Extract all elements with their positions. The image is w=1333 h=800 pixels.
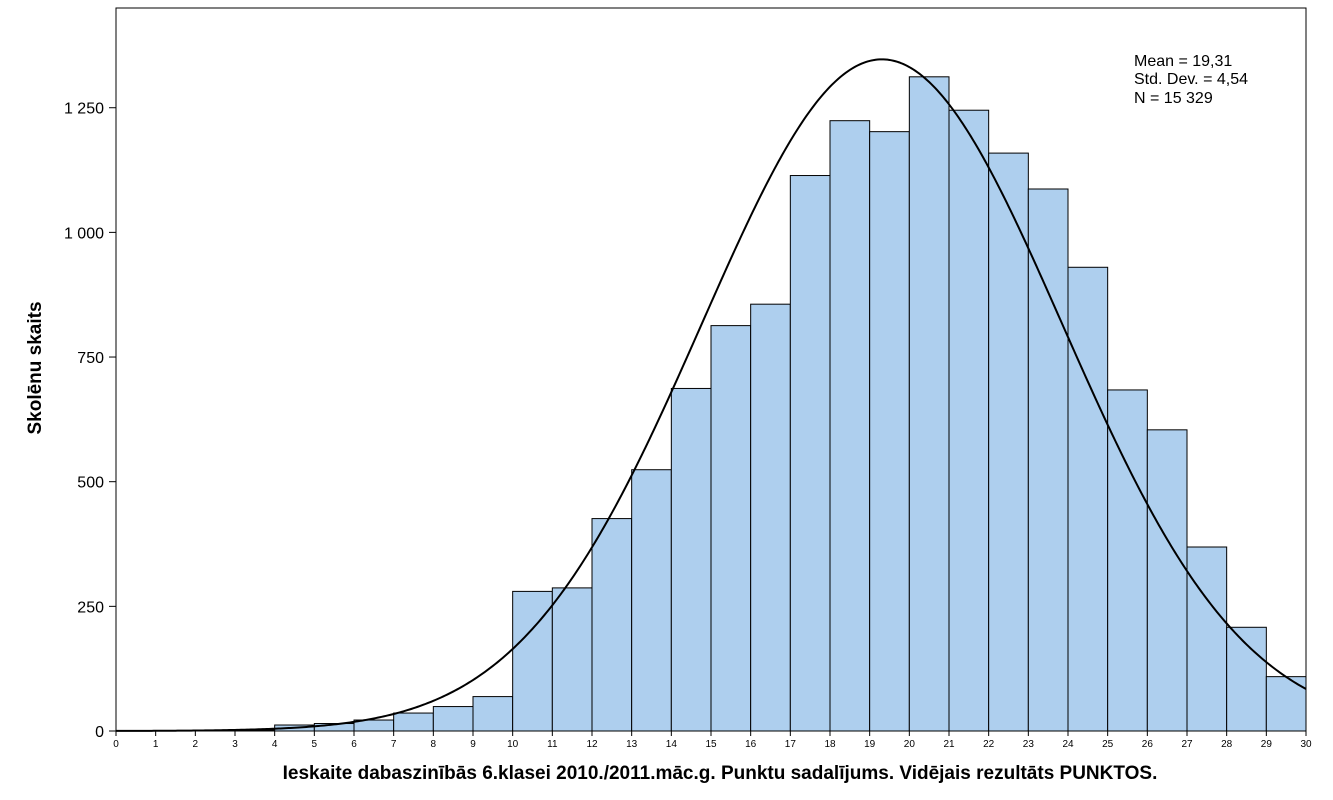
x-tick-label: 0	[113, 739, 119, 750]
x-tick-label: 11	[547, 739, 558, 750]
histogram-bar-23	[1027, 188, 1069, 732]
histogram-bar-27	[1186, 546, 1228, 732]
x-axis-label: Ieskaite dabaszinībās 6.klasei 2010./201…	[283, 763, 1158, 784]
histogram-bar-25	[1107, 389, 1148, 732]
histogram-bar-12	[591, 518, 633, 732]
histogram-bar-18	[829, 120, 871, 732]
y-tick-label: 1 000	[64, 225, 104, 242]
x-tick-label: 9	[470, 739, 476, 750]
x-tick-label: 26	[1142, 739, 1154, 750]
x-tick-label: 12	[586, 739, 598, 750]
histogram-bar-20	[908, 76, 950, 732]
x-tick-label: 7	[391, 739, 397, 750]
x-tick-label: 5	[312, 739, 318, 750]
y-axis-label: Skolēnu skaits	[25, 301, 46, 434]
x-axis: 0 1 2 3 4 5 6 7 8 9 10 11 12 13 14 15 16 17 18 19 20 21 22 23 24…	[113, 731, 1312, 750]
x-tick-label: 6	[351, 739, 357, 750]
histogram-bar-21	[948, 109, 990, 732]
x-tick-label: 1	[153, 739, 159, 750]
x-tick-label: 15	[705, 739, 717, 750]
histogram-bar-22	[988, 152, 1029, 732]
histogram-bar-17	[789, 175, 831, 732]
stat-mean: Mean = 19,31	[1134, 53, 1232, 70]
histogram-bar-19	[869, 131, 910, 732]
histogram-bar-9	[472, 696, 514, 732]
histogram-bar-24	[1067, 266, 1109, 732]
x-tick-label: 10	[507, 739, 519, 750]
x-tick-label: 19	[864, 739, 876, 750]
x-tick-label: 22	[983, 739, 995, 750]
histogram-bar-26	[1146, 429, 1188, 732]
stat-std-dev: Std. Dev. = 4,54	[1134, 71, 1248, 88]
histogram-bar-8	[432, 706, 474, 732]
x-tick-label: 27	[1181, 739, 1193, 750]
x-tick-label: 4	[272, 739, 278, 750]
x-tick-label: 20	[904, 739, 916, 750]
x-tick-label: 29	[1261, 739, 1273, 750]
histogram-bars	[234, 76, 1307, 732]
x-tick-label: 23	[1023, 739, 1035, 750]
histogram-bar-13	[631, 469, 672, 732]
histogram-bar-11	[551, 587, 593, 732]
x-tick-label: 21	[943, 739, 955, 750]
x-tick-label: 24	[1062, 739, 1074, 750]
y-tick-label: 250	[77, 599, 104, 616]
histogram-bar-28	[1226, 626, 1267, 732]
x-tick-label: 17	[785, 739, 797, 750]
x-tick-label: 16	[745, 739, 757, 750]
x-tick-label: 2	[193, 739, 199, 750]
histogram-bar-16	[750, 303, 791, 732]
statistics-legend: Mean = 19,31 Std. Dev. = 4,54 N = 15 329	[1134, 53, 1248, 107]
histogram-bar-15	[710, 325, 752, 732]
y-tick-label: 0	[95, 724, 104, 741]
y-axis: 0 250 500 750 1 000 1 250	[64, 101, 116, 741]
x-tick-label: 25	[1102, 739, 1114, 750]
x-tick-label: 30	[1300, 739, 1312, 750]
x-tick-label: 14	[666, 739, 678, 750]
y-tick-label: 750	[77, 350, 104, 367]
y-tick-label: 500	[77, 475, 104, 492]
x-tick-label: 3	[232, 739, 238, 750]
histogram-bar-7	[393, 712, 434, 732]
y-tick-label: 1 250	[64, 101, 104, 118]
x-tick-label: 8	[431, 739, 437, 750]
stat-n: N = 15 329	[1134, 90, 1213, 107]
x-tick-label: 13	[626, 739, 638, 750]
x-tick-label: 28	[1221, 739, 1233, 750]
normal-curve	[116, 58, 1307, 732]
histogram-bar-14	[670, 387, 712, 732]
x-tick-label: 18	[824, 739, 836, 750]
